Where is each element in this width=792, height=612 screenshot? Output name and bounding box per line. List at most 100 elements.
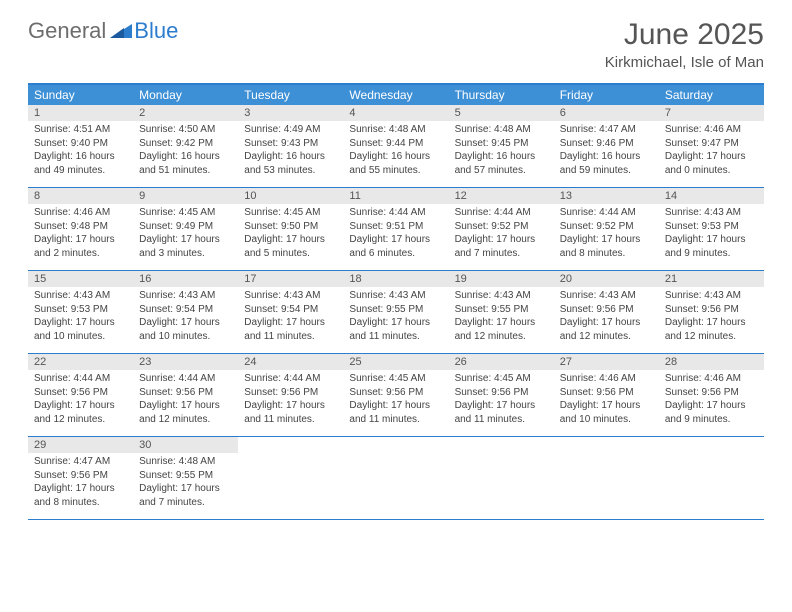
day-cell: 19Sunrise: 4:43 AMSunset: 9:55 PMDayligh… [449,271,554,353]
day-line-dl1: Daylight: 17 hours [34,399,127,413]
day-header: Wednesday [343,85,448,105]
day-number: 5 [449,105,554,121]
day-number: 20 [554,271,659,287]
day-cell: 2Sunrise: 4:50 AMSunset: 9:42 PMDaylight… [133,105,238,187]
day-cell: 8Sunrise: 4:46 AMSunset: 9:48 PMDaylight… [28,188,133,270]
day-line-sr: Sunrise: 4:46 AM [34,206,127,220]
day-line-dl1: Daylight: 16 hours [349,150,442,164]
day-cell [659,437,764,519]
day-number: 25 [343,354,448,370]
logo-text-2: Blue [134,18,178,44]
logo-text-1: General [28,18,106,44]
day-line-ss: Sunset: 9:55 PM [455,303,548,317]
day-line-ss: Sunset: 9:44 PM [349,137,442,151]
logo-triangle-icon [110,20,132,43]
day-cell: 28Sunrise: 4:46 AMSunset: 9:56 PMDayligh… [659,354,764,436]
day-number: 15 [28,271,133,287]
day-cell: 5Sunrise: 4:48 AMSunset: 9:45 PMDaylight… [449,105,554,187]
weeks-container: 1Sunrise: 4:51 AMSunset: 9:40 PMDaylight… [28,105,764,520]
day-line-ss: Sunset: 9:56 PM [455,386,548,400]
title-block: June 2025 Kirkmichael, Isle of Man [605,18,764,71]
day-cell [343,437,448,519]
day-line-dl2: and 12 minutes. [455,330,548,344]
day-cell: 3Sunrise: 4:49 AMSunset: 9:43 PMDaylight… [238,105,343,187]
day-line-dl2: and 11 minutes. [244,330,337,344]
day-line-ss: Sunset: 9:47 PM [665,137,758,151]
day-cell: 18 Sunrise: 4:43 AMSunset: 9:55 PMDayligh… [343,271,448,353]
day-header: Saturday [659,85,764,105]
day-cell [554,437,659,519]
day-line-ss: Sunset: 9:52 PM [560,220,653,234]
day-details: Sunrise: 4:44 AMSunset: 9:56 PMDaylight:… [28,370,133,430]
day-line-dl1: Daylight: 17 hours [665,150,758,164]
day-headers-row: Sunday Monday Tuesday Wednesday Thursday… [28,85,764,105]
day-line-dl1: Daylight: 17 hours [244,316,337,330]
day-number: 3 [238,105,343,121]
day-cell: 25Sunrise: 4:45 AMSunset: 9:56 PMDayligh… [343,354,448,436]
day-number: 10 [238,188,343,204]
day-cell: 9Sunrise: 4:45 AMSunset: 9:49 PMDaylight… [133,188,238,270]
day-number: 28 [659,354,764,370]
page-title: June 2025 [605,18,764,52]
day-number: 21 [659,271,764,287]
day-cell: 10 Sunrise: 4:45 AMSunset: 9:50 PMDayligh… [238,188,343,270]
day-line-dl2: and 5 minutes. [244,247,337,261]
day-details: Sunrise: 4:49 AMSunset: 9:43 PMDaylight:… [238,121,343,181]
day-line-sr: Sunrise: 4:45 AM [244,206,337,220]
day-line-ss: Sunset: 9:55 PM [349,303,442,317]
day-line-dl1: Daylight: 17 hours [139,399,232,413]
day-line-ss: Sunset: 9:56 PM [349,386,442,400]
day-cell: 30Sunrise: 4:48 AMSunset: 9:55 PMDayligh… [133,437,238,519]
day-line-ss: Sunset: 9:56 PM [244,386,337,400]
week-row: 29Sunrise: 4:47 AMSunset: 9:56 PMDayligh… [28,437,764,520]
day-line-ss: Sunset: 9:56 PM [139,386,232,400]
day-line-dl2: and 12 minutes. [139,413,232,427]
day-details: Sunrise: 4:46 AMSunset: 9:47 PMDaylight:… [659,121,764,181]
day-line-dl1: Daylight: 17 hours [244,233,337,247]
day-line-sr: Sunrise: 4:43 AM [665,289,758,303]
day-line-dl1: Daylight: 17 hours [560,233,653,247]
day-number: 1 [28,105,133,121]
day-line-sr: Sunrise: 4:48 AM [349,123,442,137]
day-details: Sunrise: 4:43 AMSunset: 9:54 PMDaylight:… [238,287,343,347]
day-details: Sunrise: 4:44 AMSunset: 9:56 PMDaylight:… [133,370,238,430]
day-line-ss: Sunset: 9:45 PM [455,137,548,151]
day-line-dl2: and 12 minutes. [560,330,653,344]
day-line-sr: Sunrise: 4:43 AM [139,289,232,303]
day-details: Sunrise: 4:44 AMSunset: 9:56 PMDaylight:… [238,370,343,430]
day-cell: 20Sunrise: 4:43 AMSunset: 9:56 PMDayligh… [554,271,659,353]
day-line-dl1: Daylight: 16 hours [139,150,232,164]
day-line-dl2: and 0 minutes. [665,164,758,178]
day-line-dl1: Daylight: 17 hours [349,399,442,413]
day-line-ss: Sunset: 9:50 PM [244,220,337,234]
day-details: Sunrise: 4:44 AMSunset: 9:52 PMDaylight:… [449,204,554,264]
day-line-dl2: and 53 minutes. [244,164,337,178]
day-line-dl1: Daylight: 16 hours [560,150,653,164]
day-line-dl1: Daylight: 17 hours [139,233,232,247]
location-label: Kirkmichael, Isle of Man [605,54,764,71]
day-header: Thursday [449,85,554,105]
day-line-sr: Sunrise: 4:47 AM [560,123,653,137]
day-line-dl1: Daylight: 17 hours [560,316,653,330]
day-number: 18 [343,271,448,287]
day-line-dl2: and 7 minutes. [455,247,548,261]
day-line-dl1: Daylight: 16 hours [244,150,337,164]
day-number: 9 [133,188,238,204]
day-number: 24 [238,354,343,370]
day-line-ss: Sunset: 9:56 PM [665,303,758,317]
day-cell: 26Sunrise: 4:45 AMSunset: 9:56 PMDayligh… [449,354,554,436]
day-number: 7 [659,105,764,121]
day-number: 22 [28,354,133,370]
day-line-sr: Sunrise: 4:43 AM [349,289,442,303]
day-line-dl1: Daylight: 17 hours [349,233,442,247]
day-line-sr: Sunrise: 4:46 AM [560,372,653,386]
day-line-sr: Sunrise: 4:45 AM [139,206,232,220]
day-cell: 13Sunrise: 4:44 AMSunset: 9:52 PMDayligh… [554,188,659,270]
day-line-ss: Sunset: 9:56 PM [665,386,758,400]
day-number: 12 [449,188,554,204]
day-details: Sunrise: 4:43 AMSunset: 9:56 PMDaylight:… [659,287,764,347]
day-line-ss: Sunset: 9:52 PM [455,220,548,234]
day-line-dl2: and 10 minutes. [34,330,127,344]
day-number: 8 [28,188,133,204]
day-line-dl1: Daylight: 17 hours [349,316,442,330]
